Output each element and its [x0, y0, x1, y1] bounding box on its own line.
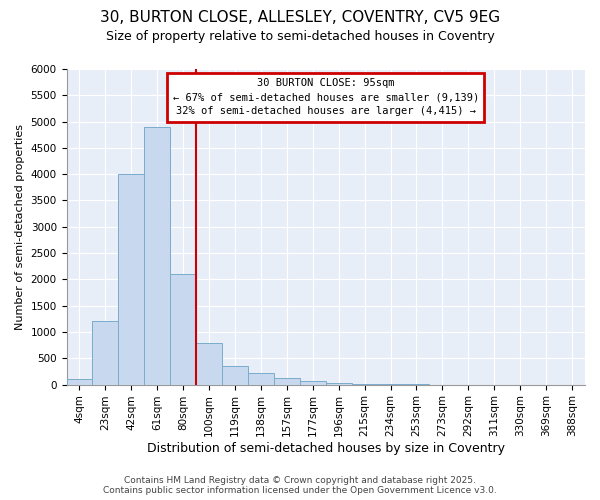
- Text: Size of property relative to semi-detached houses in Coventry: Size of property relative to semi-detach…: [106, 30, 494, 43]
- Bar: [144, 127, 170, 384]
- Bar: [67, 380, 92, 384]
- Bar: [170, 274, 196, 384]
- Bar: [274, 378, 300, 384]
- Text: 30, BURTON CLOSE, ALLESLEY, COVENTRY, CV5 9EG: 30, BURTON CLOSE, ALLESLEY, COVENTRY, CV…: [100, 10, 500, 25]
- Bar: [248, 373, 274, 384]
- Y-axis label: Number of semi-detached properties: Number of semi-detached properties: [15, 124, 25, 330]
- Text: 30 BURTON CLOSE: 95sqm
← 67% of semi-detached houses are smaller (9,139)
32% of : 30 BURTON CLOSE: 95sqm ← 67% of semi-det…: [173, 78, 479, 116]
- Bar: [92, 322, 118, 384]
- Bar: [222, 366, 248, 384]
- Text: Contains HM Land Registry data © Crown copyright and database right 2025.
Contai: Contains HM Land Registry data © Crown c…: [103, 476, 497, 495]
- Bar: [300, 382, 326, 384]
- Bar: [118, 174, 144, 384]
- X-axis label: Distribution of semi-detached houses by size in Coventry: Distribution of semi-detached houses by …: [147, 442, 505, 455]
- Bar: [196, 342, 222, 384]
- Bar: [326, 383, 352, 384]
